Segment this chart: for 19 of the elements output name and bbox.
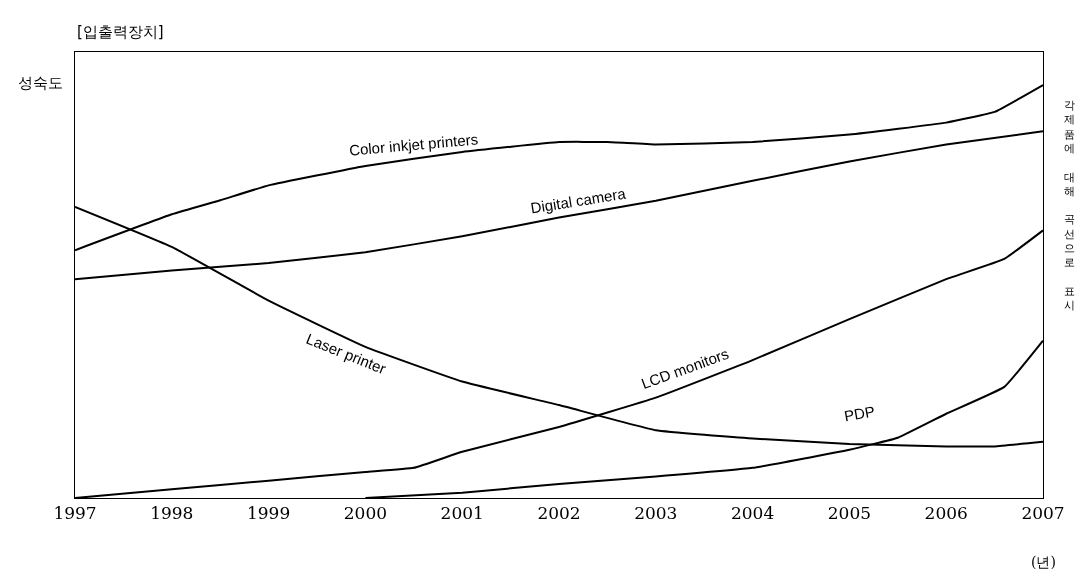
text: Digital camera [529,184,628,217]
x-tick-label: 2006 [924,503,968,524]
text: 각제품에 대해 곡선으로 표시 [1064,99,1075,313]
x-tick-label: 1998 [150,503,194,524]
x-tick-label: 2003 [634,503,678,524]
x-tick-label: 2004 [730,503,775,524]
text: PDP [842,402,877,425]
x-tick-label: 2001 [440,503,484,524]
x-axis-title: (년) [1031,554,1056,570]
x-tick-label: 2005 [827,503,872,524]
series-label: Color inkjet printers [348,130,479,159]
x-tick-label: 1997 [53,503,97,524]
text: Laser printer [303,329,389,378]
y-axis-title: 성숙도 [18,74,63,92]
chart-title: [입출력장치] [77,23,164,41]
x-tick-label: 2007 [1021,503,1065,524]
x-tick-label: 1999 [246,503,291,524]
x-tick-label: 2000 [343,503,388,524]
x-tick-label: 2002 [537,503,581,524]
